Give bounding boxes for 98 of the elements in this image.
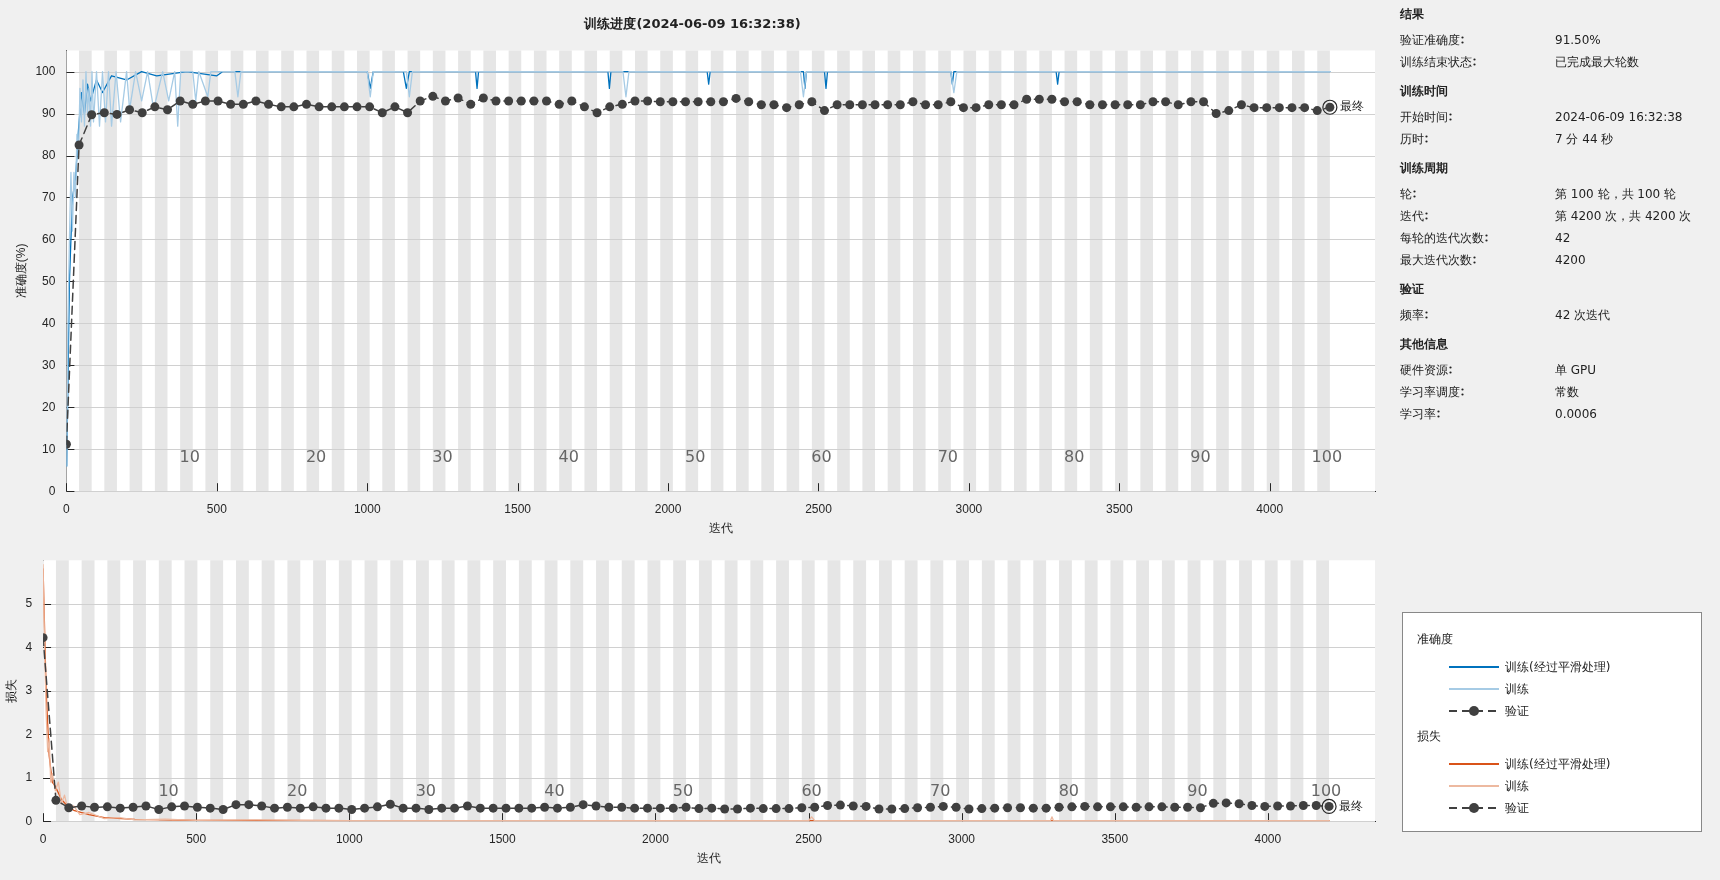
- y-tick-label: 3: [25, 683, 33, 698]
- text: 单 GPU: [1555, 362, 1597, 377]
- legend-title: 准确度: [1417, 631, 1454, 648]
- category-label: 硬件资源: [1400, 361, 1448, 379]
- legend-label: 验证: [1505, 702, 1529, 720]
- x-tick-label: 1500: [489, 831, 517, 846]
- text: 0.0006: [1555, 407, 1597, 421]
- x-tick-label: 1000: [353, 501, 381, 516]
- y-tick-label: 30: [42, 357, 56, 372]
- x-tick-label: 2500: [795, 831, 823, 846]
- y-tick-label: 0: [48, 483, 56, 498]
- y-tick-label: 60: [42, 231, 56, 246]
- x-tick-label: 2500: [805, 501, 833, 516]
- legend-label: 训练: [1505, 680, 1529, 698]
- text: 其他信息: [1400, 336, 1449, 353]
- annotation: 20: [305, 447, 327, 467]
- text: 已完成最大轮数: [1555, 54, 1639, 69]
- y-tick-label: 4: [25, 639, 33, 654]
- category-label: 历时: [1400, 130, 1424, 148]
- annotation: 20: [287, 780, 308, 800]
- y-axis-title: 损失: [3, 678, 18, 703]
- y-tick-label: 20: [42, 399, 56, 414]
- text: 4200: [1555, 253, 1586, 267]
- category-label: 轮: [1400, 185, 1412, 203]
- y-tick-label: 80: [42, 147, 56, 162]
- x-tick-label: 500: [186, 831, 207, 846]
- category-label: 开始时间: [1400, 108, 1448, 126]
- annotation: 60: [801, 780, 822, 800]
- text: 7 分 44 秒: [1555, 131, 1614, 146]
- text: 常数: [1555, 384, 1579, 399]
- y-tick-label: 1: [25, 770, 33, 785]
- annotation: 70: [930, 780, 951, 800]
- annotation: 60: [811, 447, 832, 467]
- y-tick-label: 40: [42, 315, 56, 330]
- y-tick-label: 2: [25, 726, 33, 741]
- y-tick-label: 90: [42, 105, 56, 120]
- annotation: 90: [1187, 780, 1208, 800]
- y-tick-label: 50: [42, 273, 56, 288]
- y-tick-label: 5: [25, 596, 33, 611]
- x-tick-label: 3500: [1105, 501, 1133, 516]
- y-tick-label: 10: [42, 441, 56, 456]
- x-tick-label: 2000: [654, 501, 682, 516]
- text: 42 次迭代: [1555, 307, 1611, 322]
- annotation: 40: [558, 447, 579, 467]
- legend-label: 训练: [1505, 777, 1529, 795]
- x-tick-label: 3500: [1101, 831, 1129, 846]
- x-tick-label: 500: [206, 501, 228, 516]
- category-label: 最大迭代次数: [1400, 251, 1472, 269]
- x-axis-title: 迭代: [697, 851, 722, 866]
- text: 训练时间: [1400, 83, 1449, 100]
- annotation: 100: [1311, 447, 1343, 467]
- y-axis-title: 准确度(%): [13, 243, 28, 299]
- x-tick-label: 2000: [642, 831, 670, 846]
- x-tick-label: 3000: [948, 831, 976, 846]
- text: 验证: [1400, 281, 1425, 298]
- chart-title: 训练进度(2024-06-09 16:32:38): [583, 16, 801, 32]
- x-tick-label: 4000: [1256, 501, 1284, 516]
- annotation: 30: [415, 780, 436, 800]
- text: 2024-06-09 16:32:38: [1555, 110, 1683, 124]
- text: 结果: [1400, 6, 1425, 23]
- legend-title: 损失: [1417, 728, 1442, 745]
- y-tick-label: 70: [42, 189, 56, 204]
- annotation: 最终: [1339, 798, 1364, 813]
- annotation: 40: [544, 780, 565, 800]
- annotation: 10: [158, 780, 179, 800]
- x-axis-title: 迭代: [708, 521, 733, 536]
- x-tick-label: 0: [63, 501, 71, 516]
- annotation: 最终: [1339, 99, 1364, 114]
- legend-label: 训练(经过平滑处理): [1505, 755, 1611, 773]
- category-label: 学习率调度: [1400, 383, 1460, 401]
- annotation: 50: [672, 780, 694, 800]
- category-label: 频率: [1400, 306, 1424, 324]
- x-tick-label: 3000: [955, 501, 983, 516]
- category-label: 验证准确度: [1400, 31, 1460, 49]
- x-tick-label: 4000: [1254, 831, 1282, 846]
- annotation: 90: [1190, 447, 1211, 467]
- annotation: 10: [179, 447, 200, 467]
- legend-label: 训练(经过平滑处理): [1505, 658, 1611, 676]
- text: 训练周期: [1400, 160, 1449, 177]
- x-tick-label: 1500: [504, 501, 532, 516]
- category-label: 每轮的迭代次数: [1400, 229, 1484, 247]
- annotation: 70: [937, 447, 959, 467]
- text: 第 4200 次，共 4200 次: [1555, 208, 1692, 223]
- text: 91.50%: [1555, 33, 1601, 47]
- legend-label: 验证: [1505, 799, 1529, 817]
- category-label: 迭代: [1400, 207, 1424, 225]
- y-tick-label: 0: [25, 813, 33, 828]
- text: 42: [1555, 231, 1571, 245]
- text: 第 100 轮，共 100 轮: [1555, 186, 1677, 201]
- category-label: 学习率: [1400, 405, 1436, 423]
- category-label: 训练结束状态: [1400, 53, 1472, 71]
- annotation: 30: [432, 447, 453, 467]
- x-tick-label: 1000: [335, 831, 363, 846]
- annotation: 100: [1310, 780, 1342, 800]
- annotation: 80: [1058, 780, 1079, 800]
- annotation: 50: [684, 447, 706, 467]
- annotation: 80: [1064, 447, 1085, 467]
- y-tick-label: 100: [35, 63, 56, 78]
